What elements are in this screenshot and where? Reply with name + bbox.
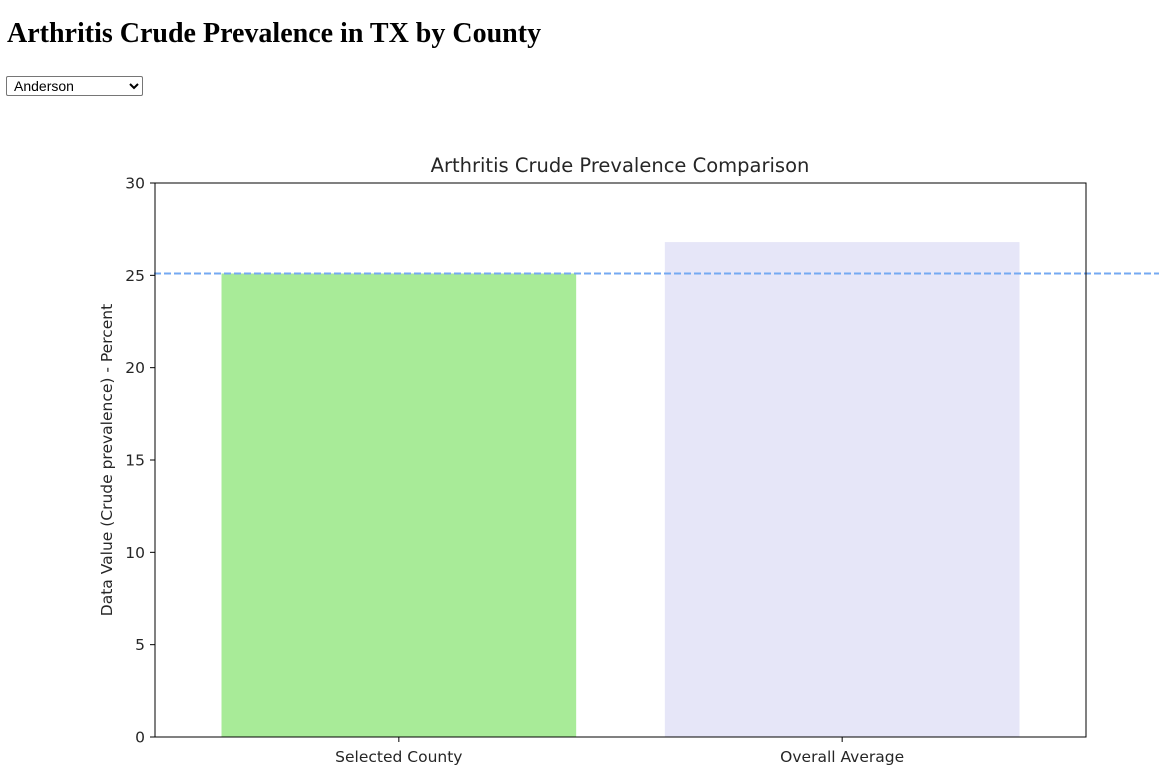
y-tick-label: 25 — [125, 267, 145, 285]
y-tick-label: 15 — [125, 452, 145, 470]
y-tick-label: 0 — [135, 729, 145, 747]
x-tick-label: Overall Average — [780, 748, 904, 766]
page-title: Arthritis Crude Prevalence in TX by Coun… — [7, 18, 542, 49]
y-tick-label: 10 — [125, 544, 145, 562]
x-tick-label: Selected County — [335, 748, 462, 766]
county-dropdown[interactable]: Anderson — [6, 76, 143, 96]
bar-overall-average — [664, 242, 1020, 738]
bar-selected-county — [221, 273, 577, 737]
y-tick-label: 30 — [125, 175, 145, 193]
y-tick-label: 5 — [135, 636, 145, 654]
chart-title: Arthritis Crude Prevalence Comparison — [431, 154, 810, 177]
y-tick-label: 20 — [125, 359, 145, 377]
y-axis-label: Data Value (Crude prevalence) - Percent — [98, 304, 116, 616]
